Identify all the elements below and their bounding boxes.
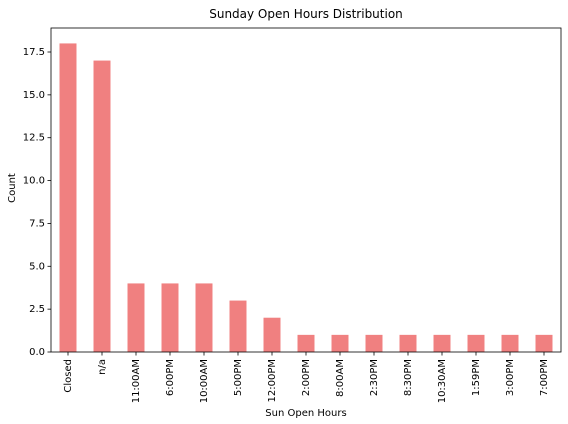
x-tick-label-2: 11:00AM: [131, 359, 142, 403]
plot-frame: [50, 27, 562, 353]
x-tick-label-9: 2:30PM: [369, 359, 380, 396]
y-axis-label: Count: [7, 173, 18, 203]
bar-8: [331, 334, 349, 352]
x-tick-label-4: 10:00AM: [199, 359, 210, 403]
x-tick-label-12: 1:59PM: [471, 359, 482, 396]
bar-0: [59, 43, 77, 353]
bar-11: [433, 334, 451, 352]
y-tick-label-5: 12.5: [23, 133, 45, 144]
y-tick-label-2: 5.0: [29, 261, 45, 272]
bar-12: [467, 334, 485, 352]
x-tick-label-8: 8:00AM: [335, 359, 346, 397]
x-axis-label: Sun Open Hours: [265, 408, 346, 419]
bars: [59, 43, 553, 353]
bar-3: [161, 283, 179, 352]
bar-1: [93, 60, 111, 352]
x-tick-label-0: Closed: [63, 359, 74, 393]
y-tick-label-3: 7.5: [29, 218, 45, 229]
x-axis: Closed n/a 11:00AM 6:00PM 10:00AM 5:00PM 12:00…: [63, 352, 550, 403]
x-tick-label-6: 12:00PM: [267, 359, 278, 402]
x-tick-label-3: 6:00PM: [165, 359, 176, 396]
bar-4: [195, 283, 213, 352]
chart-title: Sunday Open Hours Distribution: [209, 7, 403, 21]
y-tick-label-0: 0.0: [29, 347, 45, 358]
bar-14: [535, 334, 553, 352]
x-tick-label-13: 3:00PM: [505, 359, 516, 396]
bar-5: [229, 300, 247, 352]
bar-9: [365, 334, 383, 352]
x-tick-label-5: 5:00PM: [233, 359, 244, 396]
bar-10: [399, 334, 417, 352]
bar-6: [263, 317, 281, 352]
bar-13: [501, 334, 519, 352]
bar-2: [127, 283, 145, 352]
x-tick-label-11: 10:30AM: [437, 359, 448, 403]
y-axis: 0.0 2.5 5.0 7.5 10.0 12.5 15.0 17.5: [23, 47, 51, 358]
x-tick-label-10: 8:30PM: [403, 359, 414, 396]
x-tick-label-7: 2:00PM: [301, 359, 312, 396]
y-tick-label-6: 15.0: [23, 90, 45, 101]
bar-7: [297, 334, 315, 352]
x-tick-label-14: 7:00PM: [539, 359, 550, 396]
y-tick-label-1: 2.5: [29, 304, 45, 315]
x-tick-label-1: n/a: [97, 359, 108, 375]
y-tick-label-4: 10.0: [23, 176, 45, 187]
y-tick-label-7: 17.5: [23, 47, 45, 58]
